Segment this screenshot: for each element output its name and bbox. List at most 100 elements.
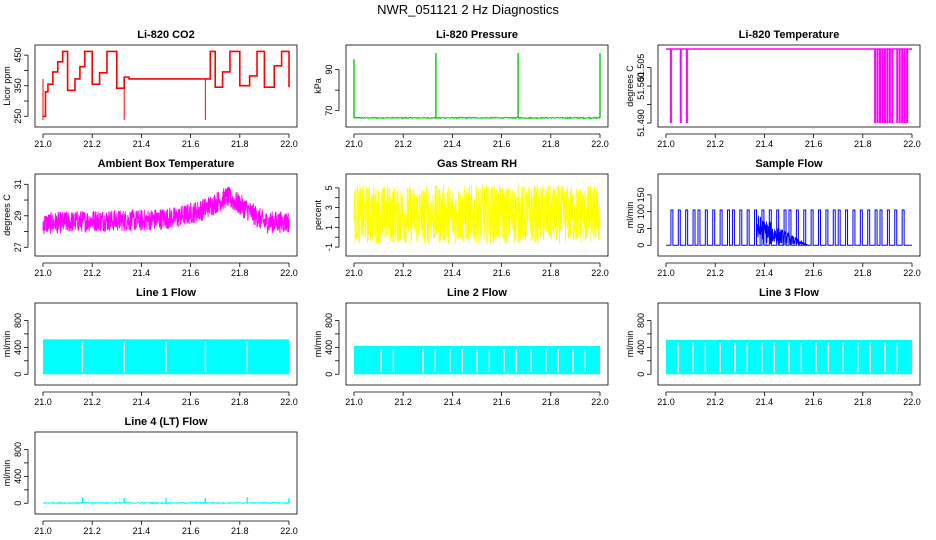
- x-tick-label: 21.0: [657, 139, 675, 149]
- y-axis-label: ml/min: [313, 331, 323, 358]
- x-tick-label: 21.4: [133, 397, 151, 407]
- y-tick-label: 100: [636, 204, 646, 219]
- panel-9: Line 3 Flow ml/min 21.0 21.2 21.4 21.6 21.8 22.…: [625, 287, 921, 407]
- x-tick-label: 22.0: [280, 139, 298, 149]
- plot-frame: [657, 302, 921, 386]
- x-tick-label: 21.0: [34, 397, 52, 407]
- x-tick-label: 21.2: [394, 139, 412, 149]
- x-axis: 21.0 21.2 21.4 21.6 21.8 22.0: [34, 391, 298, 407]
- x-tick-label: 21.6: [493, 139, 511, 149]
- y-axis-label: ml/min: [625, 202, 635, 229]
- y-tick-label: 800: [636, 313, 646, 328]
- x-tick-label: 22.0: [280, 397, 298, 407]
- panel-4: Ambient Box Temperature degrees C 21.0 21.2…: [2, 158, 298, 278]
- x-tick-label: 21.2: [706, 139, 724, 149]
- x-tick-label: 21.0: [345, 397, 363, 407]
- x-tick-label: 21.4: [133, 139, 151, 149]
- x-tick-label: 22.0: [591, 397, 609, 407]
- x-tick-label: 21.2: [83, 139, 101, 149]
- series-line: [666, 209, 912, 246]
- y-tick-label: 31: [13, 179, 23, 189]
- x-axis: 21.0 21.2 21.4 21.6 21.8 22.0: [34, 133, 298, 149]
- panel-title: Li-820 Pressure: [436, 29, 518, 41]
- x-axis: 21.0 21.2 21.4 21.6 21.8 22.0: [657, 262, 921, 278]
- panel-8: Line 2 Flow ml/min 21.0 21.2 21.4 21.6 21.8 22.…: [313, 287, 609, 407]
- x-tick-label: 22.0: [280, 268, 298, 278]
- x-tick-label: 21.2: [706, 397, 724, 407]
- y-axis-label: kPa: [313, 78, 323, 94]
- series: [354, 346, 600, 375]
- panel-title: Line 3 Flow: [759, 287, 819, 299]
- y-tick-label: 400: [13, 469, 23, 484]
- y-axis: 0 50 100 150: [636, 187, 652, 248]
- y-tick-label: 0: [324, 372, 334, 377]
- plot-frame: [657, 173, 921, 257]
- y-axis-label: percent: [313, 199, 323, 230]
- plot-frame: [345, 302, 609, 386]
- x-tick-label: 21.6: [493, 268, 511, 278]
- series-noise: [756, 215, 809, 247]
- y-tick-label: 51.490: [636, 109, 646, 137]
- x-tick-label: 21.8: [854, 397, 872, 407]
- x-tick-label: 21.6: [182, 526, 200, 536]
- x-axis: 21.0 21.2 21.4 21.6 21.8 22.0: [657, 391, 921, 407]
- x-tick-label: 21.4: [756, 397, 774, 407]
- y-tick-label: 400: [324, 340, 334, 355]
- y-tick-label: -1: [324, 243, 334, 251]
- y-tick-label: 29: [13, 211, 23, 221]
- x-tick-label: 21.8: [542, 268, 560, 278]
- panel-title: Ambient Box Temperature: [98, 158, 235, 170]
- x-tick-label: 21.4: [756, 139, 774, 149]
- series: [666, 48, 912, 123]
- y-tick-label: 51.505: [636, 54, 646, 82]
- y-tick-label: 5: [324, 185, 334, 190]
- x-tick-label: 21.2: [394, 397, 412, 407]
- series: [353, 184, 601, 245]
- y-tick-label: 70: [324, 106, 334, 116]
- y-tick-label: 90: [324, 65, 334, 75]
- x-tick-label: 21.8: [231, 397, 249, 407]
- panel-2: Li-820 Pressure kPa 21.0 21.2 21.4 21.6 21.8 22…: [313, 29, 609, 149]
- x-tick-label: 21.0: [34, 268, 52, 278]
- x-tick-label: 21.8: [231, 139, 249, 149]
- y-axis: 250 350 450: [13, 48, 29, 124]
- series-line: [353, 184, 601, 245]
- y-tick-label: 800: [13, 442, 23, 457]
- x-tick-label: 21.6: [182, 268, 200, 278]
- y-axis: 0 400 800: [13, 313, 29, 377]
- y-tick-label: 50: [636, 223, 646, 233]
- x-tick-label: 21.0: [34, 139, 52, 149]
- y-axis-label: degrees C: [2, 194, 12, 236]
- y-axis-label: degrees C: [625, 65, 635, 107]
- y-axis: 70 90: [324, 65, 340, 116]
- y-tick-label: 51.500: [636, 72, 646, 100]
- x-tick-label: 21.4: [444, 397, 462, 407]
- series-line: [42, 186, 290, 235]
- plot-frame: [345, 44, 609, 128]
- y-axis-label: ml/min: [625, 331, 635, 358]
- x-axis: 21.0 21.2 21.4 21.6 21.8 22.0: [345, 262, 609, 278]
- plot-frame: [34, 173, 298, 257]
- y-tick-label: 400: [13, 340, 23, 355]
- panel-6: Sample Flow ml/min 21.0 21.2 21.4 21.6 21.8 22.…: [625, 158, 921, 278]
- x-tick-label: 21.8: [231, 526, 249, 536]
- x-tick-label: 21.6: [805, 139, 823, 149]
- y-axis: -1 1 3 5: [324, 185, 340, 251]
- x-tick-label: 22.0: [591, 268, 609, 278]
- x-tick-label: 21.8: [231, 268, 249, 278]
- x-tick-label: 22.0: [903, 397, 921, 407]
- series: [666, 209, 912, 247]
- y-axis: 0 400 800: [324, 313, 340, 377]
- y-axis: 0 400 800: [636, 313, 652, 377]
- x-tick-label: 21.6: [182, 397, 200, 407]
- plot-frame: [345, 173, 609, 257]
- panel-title: Sample Flow: [755, 158, 823, 170]
- x-tick-label: 21.2: [83, 397, 101, 407]
- y-axis: 27 29 31: [13, 179, 29, 252]
- series: [42, 50, 290, 120]
- y-tick-label: 450: [13, 48, 23, 63]
- panel-title: Line 2 Flow: [447, 287, 507, 299]
